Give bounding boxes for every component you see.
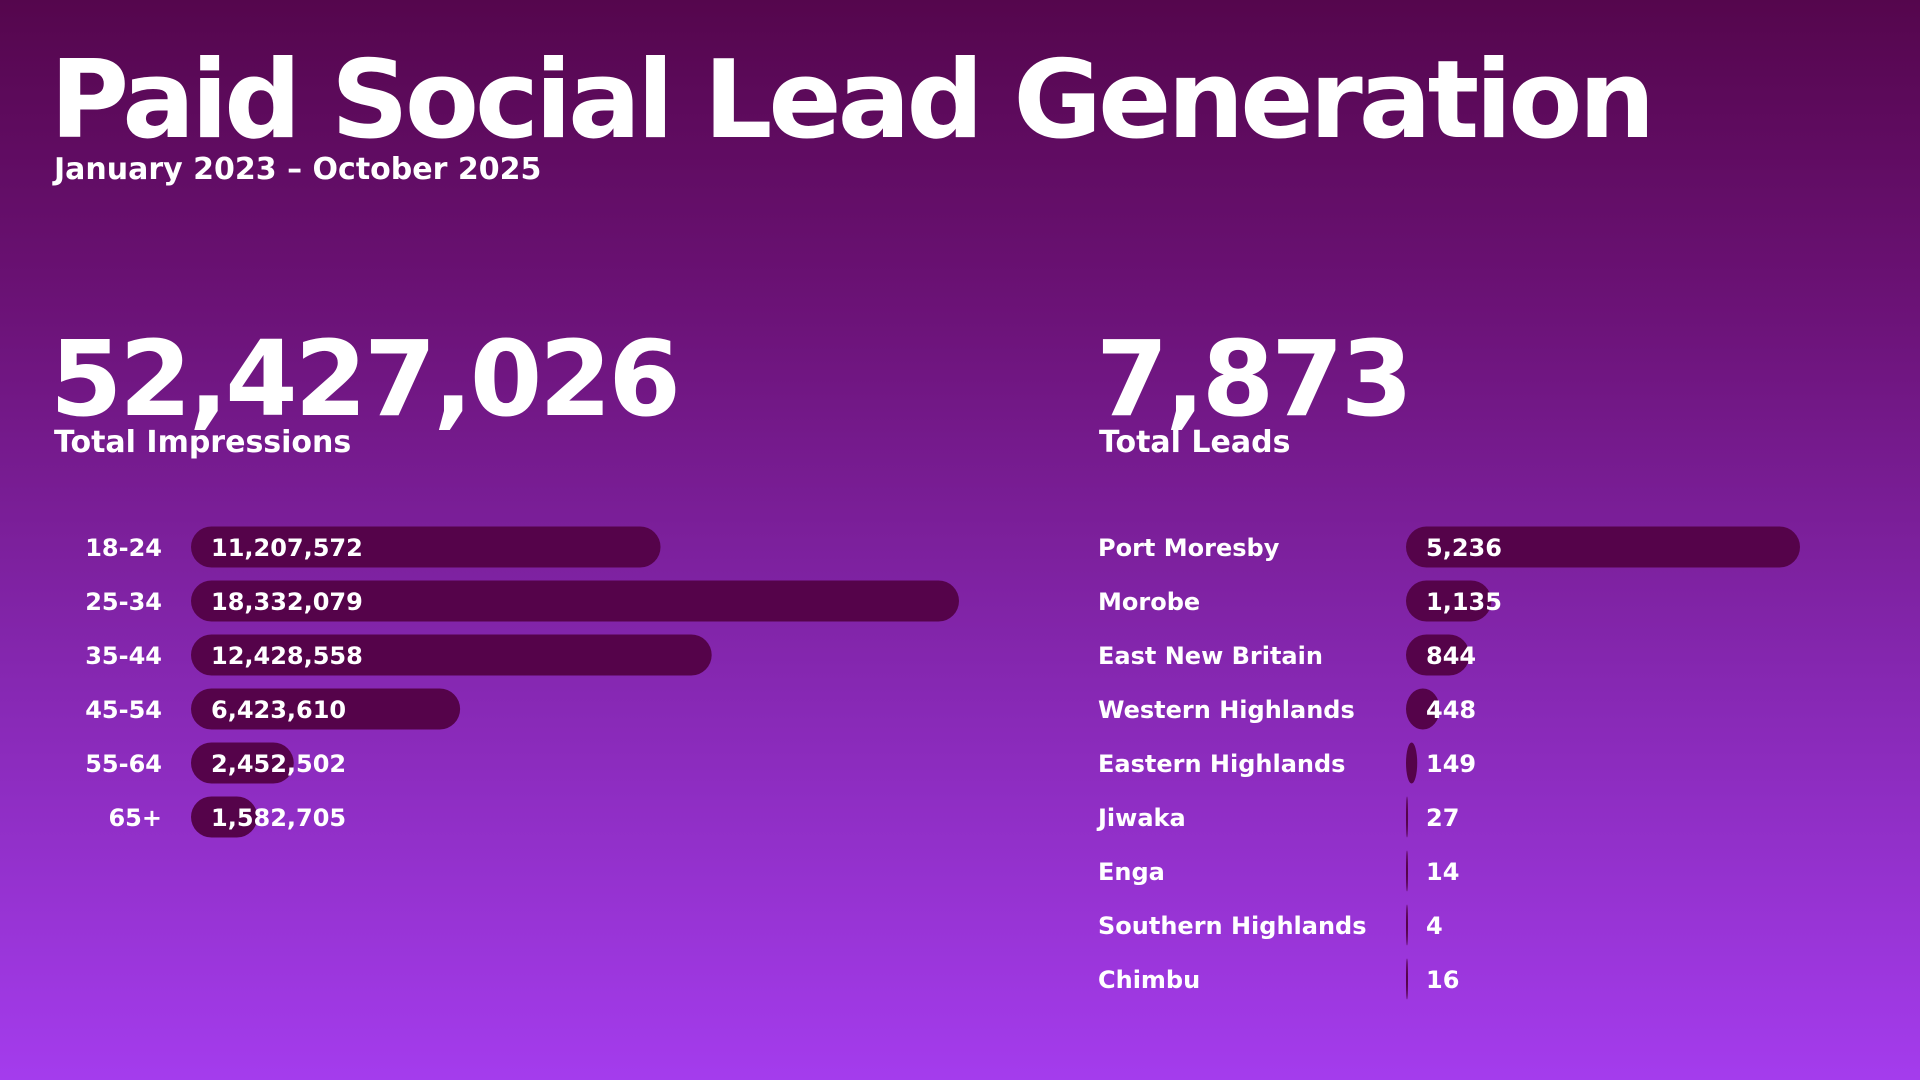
region-category-label-port-moresby: Port Moresby [1098,534,1280,562]
age-value-label-45-54: 6,423,610 [211,696,346,724]
region-value-label-morobe: 1,135 [1426,588,1502,616]
region-bar-east-new-britain [1406,634,1470,676]
age-value-label-25-34: 18,332,079 [211,588,363,616]
age-category-label-45-54: 45-54 [85,696,162,724]
region-bar-chimbu [1406,958,1408,1000]
age-bar-18-24 [191,526,661,568]
region-category-label-east-new-britain: East New Britain [1098,642,1323,670]
date-range-subtitle: January 2023 – October 2025 [54,152,542,187]
age-category-label-55-64: 55-64 [85,750,162,778]
age-bar-55-64 [191,742,294,784]
region-bar-eastern-highlands [1406,742,1418,784]
region-value-label-jiwaka: 27 [1426,804,1459,832]
total-impressions-label: Total Impressions [54,425,352,460]
total-leads-label: Total Leads [1099,425,1291,460]
region-bar-morobe [1406,580,1492,622]
page-title: Paid Social Lead Generation [50,38,1655,163]
region-bar-western-highlands [1406,688,1440,730]
total-leads-value: 7,873 [1096,318,1413,440]
region-category-label-eastern-highlands: Eastern Highlands [1098,750,1345,778]
age-category-label-65: 65+ [108,804,162,832]
region-bar-jiwaka [1406,796,1409,838]
region-value-label-enga: 14 [1426,858,1459,886]
region-category-label-morobe: Morobe [1098,588,1200,616]
region-category-label-enga: Enga [1098,858,1165,886]
age-bar-35-44 [191,634,712,676]
age-bar-25-34 [191,580,959,622]
age-category-label-25-34: 25-34 [85,588,162,616]
region-category-label-chimbu: Chimbu [1098,966,1200,994]
region-category-label-jiwaka: Jiwaka [1096,804,1186,832]
region-value-label-western-highlands: 448 [1426,696,1476,724]
age-value-label-35-44: 12,428,558 [211,642,363,670]
impressions-by-age-chart: 18-24 11,207,572 25-34 18,332,079 35-44 12,42… [85,526,959,838]
region-value-label-chimbu: 16 [1426,966,1459,994]
region-value-label-southern-highlands: 4 [1426,912,1443,940]
age-category-label-18-24: 18-24 [85,534,162,562]
age-value-label-18-24: 11,207,572 [211,534,363,562]
age-category-label-35-44: 35-44 [85,642,162,670]
region-bar-southern-highlands [1406,904,1408,946]
age-bar-45-54 [191,688,461,730]
total-impressions-value: 52,427,026 [50,318,681,440]
age-bar-65 [191,796,258,838]
region-category-label-western-highlands: Western Highlands [1098,696,1355,724]
age-value-label-65: 1,582,705 [211,804,346,832]
region-value-label-east-new-britain: 844 [1426,642,1476,670]
age-value-label-55-64: 2,452,502 [211,750,346,778]
region-value-label-eastern-highlands: 149 [1426,750,1476,778]
region-bar-port-moresby [1406,526,1800,568]
region-bar-enga [1406,850,1408,892]
region-category-label-southern-highlands: Southern Highlands [1098,912,1367,940]
region-value-label-port-moresby: 5,236 [1426,534,1502,562]
